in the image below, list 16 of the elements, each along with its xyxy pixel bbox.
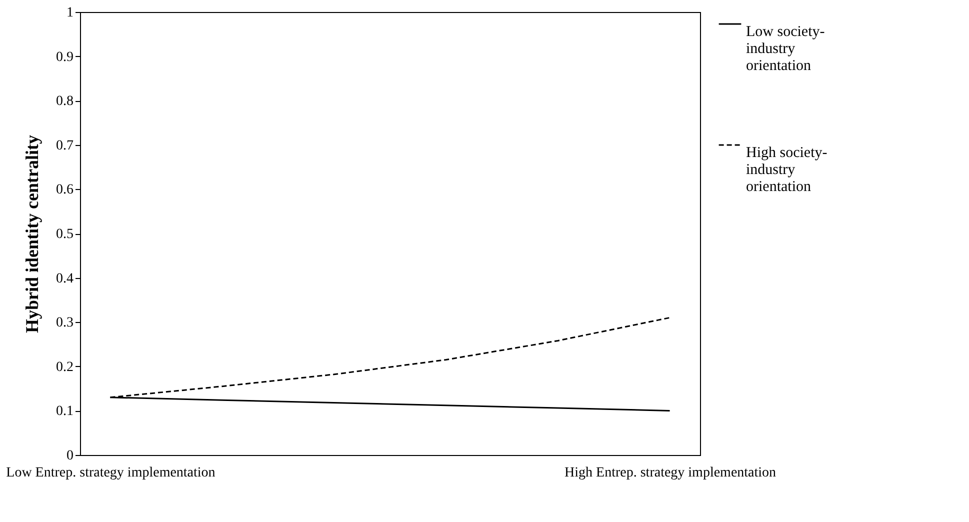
- x-tick-label: Low Entrep. strategy implementation: [6, 466, 216, 480]
- x-tick-label: High Entrep. strategy implementation: [564, 466, 776, 480]
- y-tick-label: 0.8: [56, 94, 74, 110]
- y-axis-title: Hybrid identity centrality: [22, 135, 42, 333]
- y-tick-label: 0.5: [56, 227, 74, 242]
- y-tick-label: 0.9: [56, 50, 74, 65]
- y-tick-label: 0.4: [56, 271, 74, 286]
- y-tick-label: 0.7: [56, 138, 74, 154]
- legend-label: Low society-industry orientation: [746, 24, 825, 74]
- y-tick-label: 0.2: [56, 360, 74, 375]
- y-tick-label: 0.1: [56, 404, 74, 420]
- y-tick-label: 1: [66, 6, 74, 20]
- y-tick-label: 0.3: [56, 316, 74, 331]
- legend-label: High society-industry orientation: [746, 145, 828, 195]
- y-tick-label: 0: [66, 448, 74, 464]
- y-tick-label: 0.6: [56, 182, 74, 198]
